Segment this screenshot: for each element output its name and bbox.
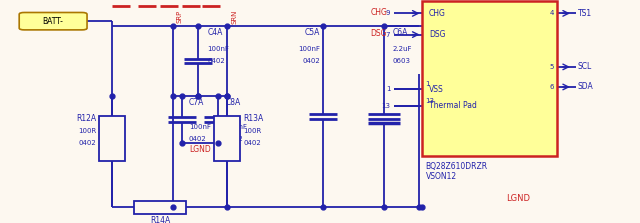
Text: DSG: DSG (429, 30, 445, 39)
Text: 1: 1 (426, 81, 430, 87)
Text: 9: 9 (386, 10, 390, 16)
Text: 100nF: 100nF (298, 46, 320, 52)
Text: 100R: 100R (77, 128, 96, 134)
Text: TS1: TS1 (578, 9, 592, 18)
Text: R14A: R14A (150, 216, 170, 223)
Text: 0402: 0402 (243, 140, 261, 147)
Text: 0402: 0402 (189, 136, 207, 142)
Text: LGND: LGND (189, 145, 211, 154)
Text: 100R: 100R (243, 128, 262, 134)
Text: C8A: C8A (225, 98, 241, 107)
Text: SRN: SRN (231, 10, 237, 24)
Text: BATT-: BATT- (43, 17, 63, 26)
Text: CHG: CHG (429, 9, 445, 18)
Text: 13: 13 (381, 103, 390, 109)
Text: 100nF: 100nF (225, 124, 247, 130)
Text: BQ28Z610DRZR: BQ28Z610DRZR (426, 162, 488, 171)
Text: DSG: DSG (371, 29, 387, 38)
Text: 13: 13 (426, 98, 435, 104)
Bar (134, 201, 186, 214)
Text: 0402: 0402 (225, 136, 243, 142)
Text: VSON12: VSON12 (426, 172, 457, 181)
Text: LGND: LGND (506, 194, 531, 203)
Text: C4A: C4A (207, 28, 223, 37)
Text: C6A: C6A (393, 28, 408, 37)
Text: R13A: R13A (243, 114, 264, 123)
Bar (422, 1, 557, 156)
Text: CHG: CHG (371, 8, 387, 17)
Bar (99, 116, 125, 161)
Bar (214, 116, 240, 161)
Text: VSS: VSS (429, 85, 444, 94)
Text: 100nF: 100nF (207, 46, 229, 52)
Text: 5: 5 (549, 64, 554, 70)
Text: 2.2uF: 2.2uF (393, 46, 412, 52)
Text: 0402: 0402 (78, 140, 96, 147)
Text: SRP: SRP (177, 10, 182, 23)
Text: 100nF: 100nF (189, 124, 211, 130)
Text: SCL: SCL (578, 62, 592, 71)
Text: 0603: 0603 (393, 58, 411, 64)
Text: C7A: C7A (189, 98, 204, 107)
Text: 7: 7 (386, 32, 390, 37)
Text: 1: 1 (386, 86, 390, 92)
Text: C5A: C5A (305, 28, 320, 37)
Text: R12A: R12A (76, 114, 96, 123)
Text: SDA: SDA (578, 83, 594, 91)
Text: 0402: 0402 (207, 58, 225, 64)
FancyBboxPatch shape (19, 12, 87, 30)
Text: 6: 6 (549, 84, 554, 90)
Text: 0402: 0402 (302, 58, 320, 64)
Text: 4: 4 (549, 10, 554, 16)
Text: Thermal Pad: Thermal Pad (429, 101, 477, 110)
